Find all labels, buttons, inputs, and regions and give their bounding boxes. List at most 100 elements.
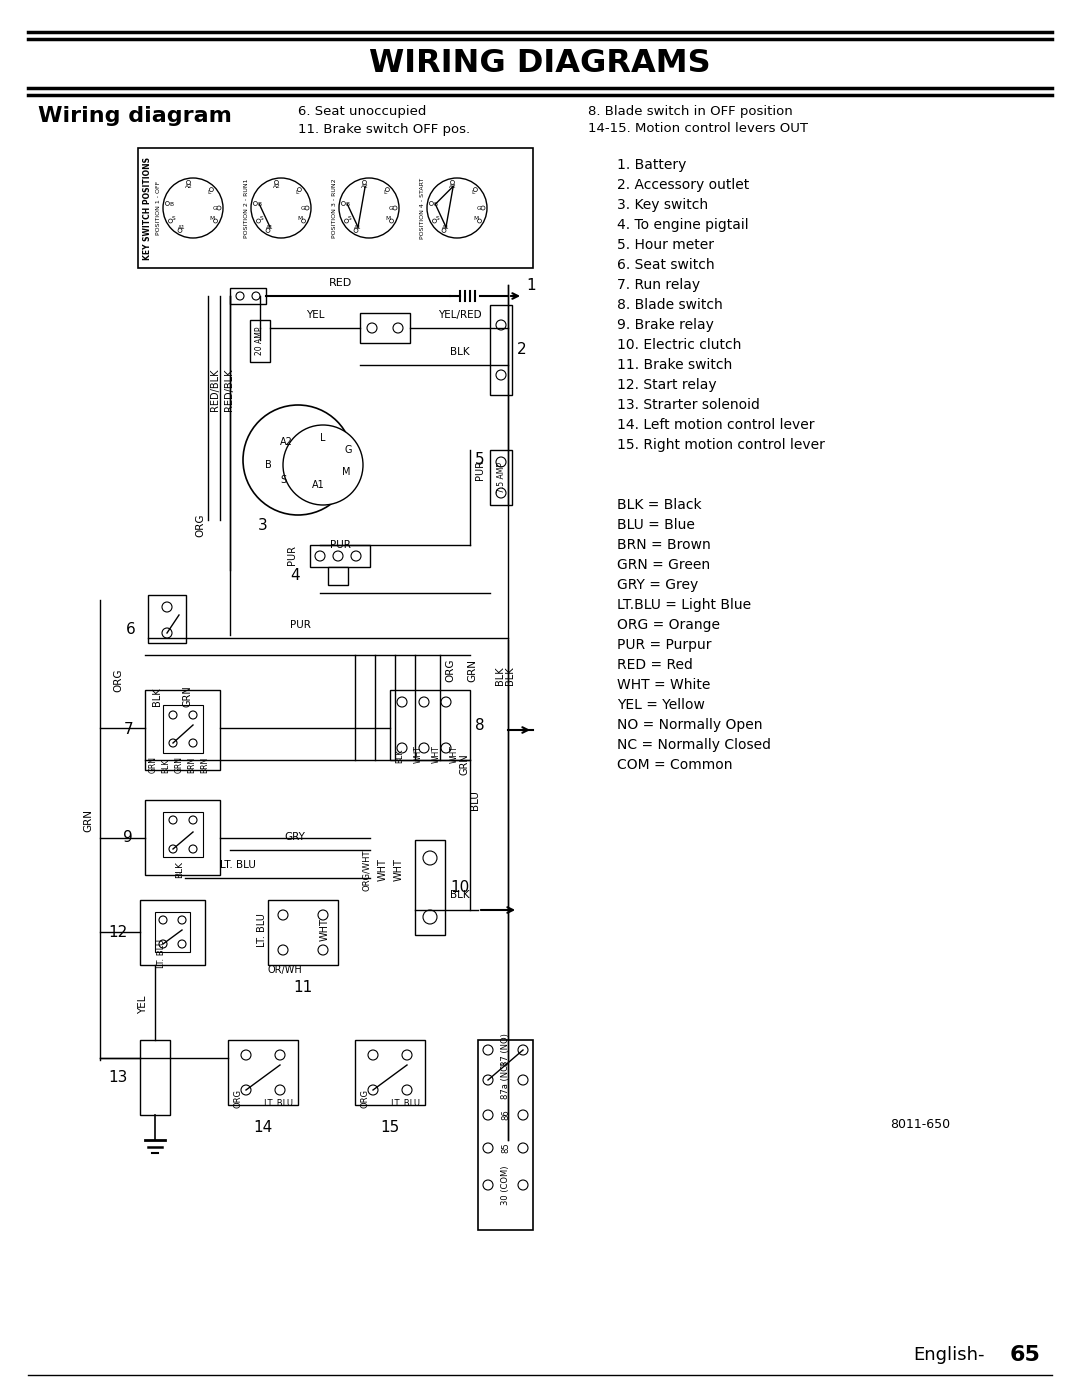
Text: 15. Right motion control lever: 15. Right motion control lever [617,439,825,453]
Text: S: S [348,217,352,222]
Text: A1: A1 [442,225,449,229]
Text: BLK: BLK [152,687,162,705]
Text: English-: English- [914,1345,985,1363]
Circle shape [178,916,186,923]
Text: 7: 7 [123,722,133,738]
Text: B: B [346,201,349,207]
Text: COM = Common: COM = Common [617,759,732,773]
Text: KEY SWITCH POSITIONS: KEY SWITCH POSITIONS [144,156,152,260]
Text: 8. Blade switch: 8. Blade switch [617,298,723,312]
Text: BLK = Black: BLK = Black [617,497,702,511]
Text: 12. Start relay: 12. Start relay [617,379,717,393]
Text: M: M [386,217,391,222]
Text: M: M [341,467,350,476]
Text: G: G [476,205,482,211]
Text: LT. BLU: LT. BLU [158,939,166,968]
Text: PUR: PUR [287,545,297,564]
Text: YEL: YEL [138,996,148,1014]
Text: M: M [297,217,302,222]
Text: WIRING DIAGRAMS: WIRING DIAGRAMS [369,47,711,78]
Circle shape [305,205,309,210]
Text: A2: A2 [280,437,293,447]
Text: RED: RED [328,278,352,288]
Text: WHT: WHT [320,919,330,942]
Circle shape [345,219,349,224]
Text: 8: 8 [475,718,485,732]
Circle shape [473,187,477,191]
Text: 15: 15 [380,1120,400,1134]
Circle shape [441,697,451,707]
Bar [145,690,220,770]
Text: 3. Key switch: 3. Key switch [617,198,708,212]
Text: 8011-650: 8011-650 [890,1119,950,1132]
Text: BLK: BLK [450,890,470,900]
Bar [163,812,203,856]
Circle shape [278,909,288,921]
Text: RED/BLK: RED/BLK [210,369,220,411]
Text: 87a (NC): 87a (NC) [501,1062,510,1098]
Text: G: G [213,205,217,211]
Text: 13. Strarter solenoid: 13. Strarter solenoid [617,398,760,412]
Text: 7. Run relay: 7. Run relay [617,278,700,292]
Text: 2: 2 [517,342,527,358]
Circle shape [427,177,487,237]
Text: L: L [383,190,387,196]
Circle shape [423,851,437,865]
Text: 11. Brake switch OFF pos.: 11. Brake switch OFF pos. [298,123,470,136]
Circle shape [483,1180,492,1190]
Text: PUR = Purpur: PUR = Purpur [617,638,712,652]
Circle shape [168,739,177,747]
Circle shape [432,219,436,224]
Circle shape [368,1085,378,1095]
Text: G: G [345,446,352,455]
Text: 6. Seat unoccupied: 6. Seat unoccupied [298,105,427,117]
Circle shape [251,177,311,237]
Text: G: G [389,205,393,211]
Text: B: B [433,201,437,207]
Circle shape [496,320,507,330]
Text: GRN: GRN [467,658,477,682]
Circle shape [243,405,353,515]
Circle shape [301,219,306,224]
Text: A1: A1 [178,225,186,229]
Circle shape [163,177,222,237]
Text: L: L [471,190,474,196]
Circle shape [189,739,197,747]
Text: 3: 3 [258,517,268,532]
Circle shape [518,1045,528,1055]
Text: M: M [473,217,478,222]
Circle shape [518,1111,528,1120]
Text: GRN: GRN [183,685,192,707]
Text: PUR: PUR [475,460,485,481]
Text: 65: 65 [1010,1345,1041,1365]
Bar [140,900,205,965]
Text: WHT: WHT [394,859,404,882]
Circle shape [165,201,170,205]
Circle shape [168,816,177,824]
Text: B: B [257,201,261,207]
Text: ORG: ORG [445,658,455,682]
Text: 13: 13 [109,1070,129,1085]
Text: GRY: GRY [284,833,306,842]
Circle shape [315,550,325,562]
Text: A1: A1 [266,225,274,229]
Text: GRN: GRN [83,809,93,831]
Text: BLK: BLK [175,861,185,877]
Text: ORG = Orange: ORG = Orange [617,617,720,631]
Text: S: S [280,475,286,485]
Text: L: L [321,433,326,443]
Bar [310,545,370,567]
Text: 14: 14 [254,1120,272,1134]
Text: 11. Brake switch: 11. Brake switch [617,358,732,372]
Text: ORG: ORG [195,513,205,536]
Text: ORG: ORG [113,668,123,692]
Circle shape [189,816,197,824]
Bar [360,313,410,344]
Circle shape [483,1076,492,1085]
Text: 7.5 AMP: 7.5 AMP [497,462,505,493]
Circle shape [274,180,279,184]
Circle shape [266,229,270,232]
Circle shape [168,711,177,719]
Circle shape [442,229,446,232]
Text: 1. Battery: 1. Battery [617,158,687,172]
